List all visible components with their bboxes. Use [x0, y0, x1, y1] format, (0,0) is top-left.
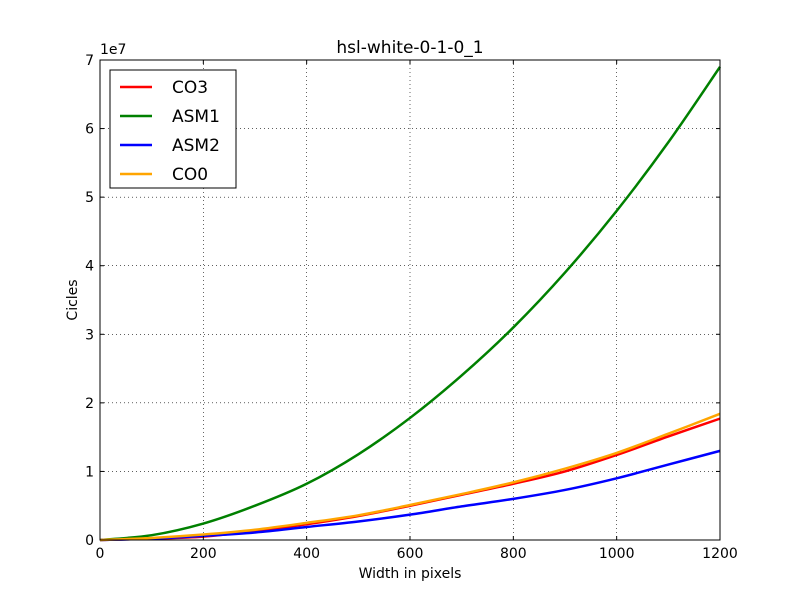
legend-box [109, 69, 237, 189]
x-tick-label: 1000 [599, 546, 635, 562]
y-axis-scale-label: 1e7 [100, 42, 126, 58]
y-tick-label: 6 [85, 122, 94, 138]
series-line-asm1 [99, 66, 722, 542]
chart-title: hsl-white-0-1-0_1 [336, 38, 483, 58]
legend-label-asm1: ASM1 [172, 107, 220, 127]
x-tick-label: 400 [293, 546, 320, 562]
grid [100, 60, 720, 540]
x-axis-label: Width in pixels [359, 566, 462, 582]
y-tick-label: 7 [85, 53, 94, 69]
x-tick-label: 800 [500, 546, 527, 562]
legend-label-co0: CO0 [172, 165, 208, 185]
y-tick-label: 0 [85, 533, 94, 549]
legend: CO3 ASM1 ASM2 CO0 [109, 69, 237, 189]
ticks: 0 200 400 600 800 1000 1200 0 1 2 3 4 5 6 7 [85, 53, 738, 562]
x-tick-label: 1200 [702, 546, 738, 562]
x-tick-label: 200 [190, 546, 217, 562]
y-tick-label: 2 [85, 396, 94, 412]
y-tick-label: 4 [85, 259, 94, 275]
legend-label-asm2: ASM2 [172, 136, 220, 156]
y-axis-label: Cicles [65, 279, 81, 320]
x-tick-label: 600 [397, 546, 424, 562]
y-tick-label: 3 [85, 327, 94, 343]
legend-label-co3: CO3 [172, 78, 208, 98]
y-tick-label: 1 [85, 464, 94, 480]
y-tick-label: 5 [85, 190, 94, 206]
x-tick-label: 0 [96, 546, 105, 562]
